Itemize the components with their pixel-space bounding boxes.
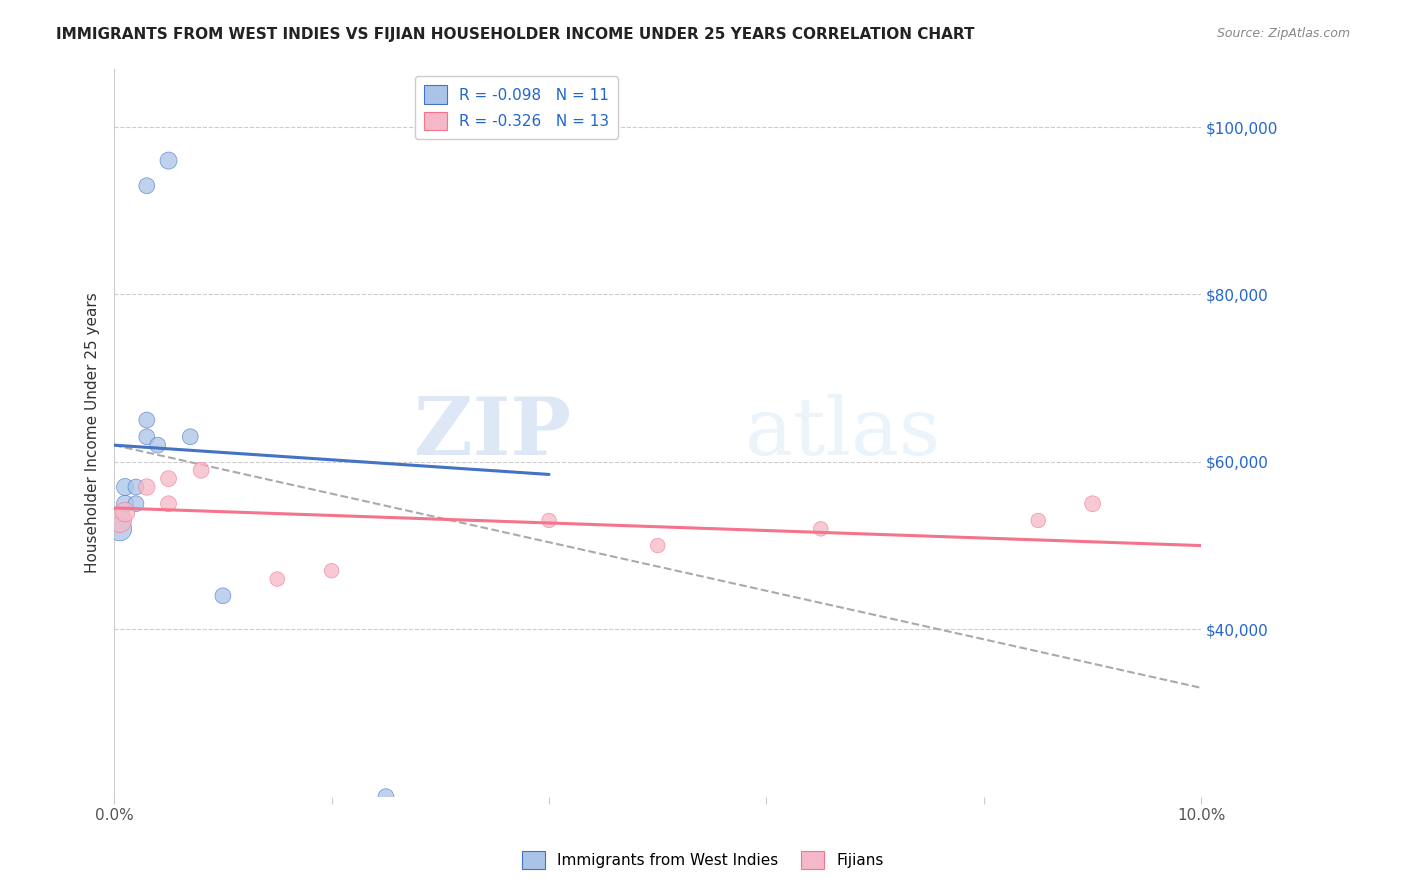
Text: Source: ZipAtlas.com: Source: ZipAtlas.com: [1216, 27, 1350, 40]
Point: [647, 539, 669, 553]
Point: [146, 438, 169, 452]
Point: [114, 480, 136, 494]
Point: [125, 480, 148, 494]
Point: [114, 497, 136, 511]
Legend: R = -0.098   N = 11, R = -0.326   N = 13: R = -0.098 N = 11, R = -0.326 N = 13: [415, 76, 619, 139]
Point: [537, 513, 560, 527]
Point: [157, 497, 180, 511]
Point: [157, 472, 180, 486]
Point: [108, 513, 131, 527]
Point: [135, 480, 157, 494]
Point: [375, 789, 398, 804]
Point: [810, 522, 832, 536]
Legend: Immigrants from West Indies, Fijians: Immigrants from West Indies, Fijians: [516, 845, 890, 875]
Point: [157, 153, 180, 168]
Point: [1081, 497, 1104, 511]
Text: atlas: atlas: [745, 393, 939, 472]
Point: [125, 497, 148, 511]
Text: IMMIGRANTS FROM WEST INDIES VS FIJIAN HOUSEHOLDER INCOME UNDER 25 YEARS CORRELAT: IMMIGRANTS FROM WEST INDIES VS FIJIAN HO…: [56, 27, 974, 42]
Point: [135, 413, 157, 427]
Point: [135, 178, 157, 193]
Point: [179, 430, 201, 444]
Point: [108, 522, 131, 536]
Point: [1026, 513, 1049, 527]
Y-axis label: Householder Income Under 25 years: Householder Income Under 25 years: [86, 293, 100, 573]
Point: [321, 564, 343, 578]
Text: ZIP: ZIP: [413, 393, 571, 472]
Point: [135, 430, 157, 444]
Point: [212, 589, 235, 603]
Point: [190, 463, 212, 477]
Point: [114, 505, 136, 519]
Point: [266, 572, 288, 586]
